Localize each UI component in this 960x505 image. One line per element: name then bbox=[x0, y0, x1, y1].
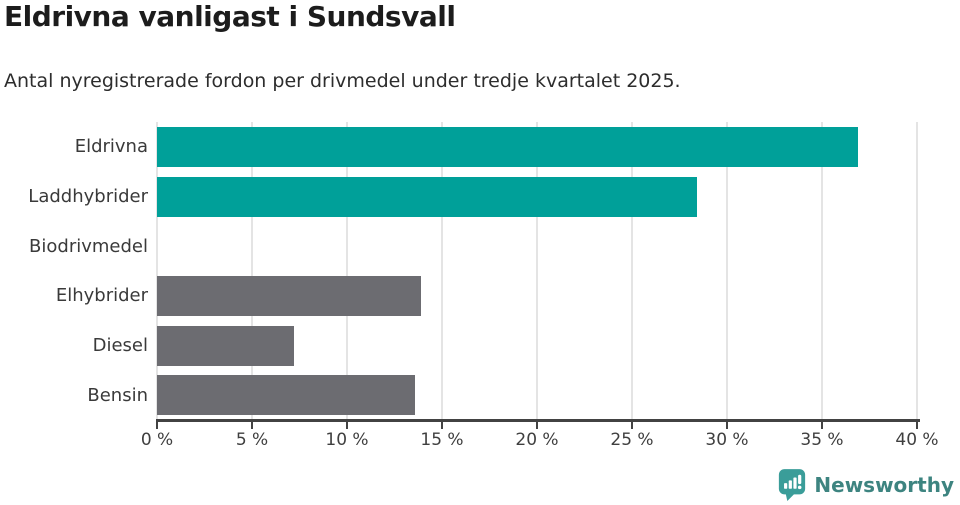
bar-rows bbox=[157, 122, 917, 420]
brand-footer: Newsworthy bbox=[777, 468, 954, 502]
x-tick-label-25: 25 % bbox=[610, 430, 654, 450]
x-tick-label-30: 30 % bbox=[705, 430, 749, 450]
bar-row-bensin bbox=[157, 370, 917, 420]
category-label-diesel: Diesel bbox=[92, 335, 148, 357]
x-tick-mark-5 bbox=[251, 422, 253, 429]
x-tick-mark-20 bbox=[536, 422, 538, 429]
newsworthy-logo-icon bbox=[777, 468, 807, 502]
gridline-5 bbox=[251, 122, 253, 420]
gridline-10 bbox=[346, 122, 348, 420]
bar-row-biodrivmedel bbox=[157, 221, 917, 271]
bar-row-diesel bbox=[157, 321, 917, 371]
x-tick-label-20: 20 % bbox=[515, 430, 559, 450]
x-tick-label-10: 10 % bbox=[325, 430, 369, 450]
x-axis-line bbox=[156, 419, 920, 422]
bar-diesel bbox=[157, 325, 294, 366]
x-tick-label-15: 15 % bbox=[420, 430, 464, 450]
gridline-15 bbox=[441, 122, 443, 420]
x-tick-label-40: 40 % bbox=[895, 430, 939, 450]
category-label-bensin: Bensin bbox=[87, 384, 148, 406]
bar-row-eldrivna bbox=[157, 122, 917, 172]
x-tick-mark-15 bbox=[441, 422, 443, 429]
x-tick-mark-0 bbox=[156, 422, 158, 429]
bar-row-laddhybrider bbox=[157, 172, 917, 222]
gridline-0 bbox=[156, 122, 158, 420]
bar-laddhybrider bbox=[157, 176, 697, 217]
gridline-30 bbox=[726, 122, 728, 420]
gridline-35 bbox=[821, 122, 823, 420]
x-axis-ticks: 0 % 5 % 10 % 15 % 20 % 25 % 30 % 35 % 40 % bbox=[141, 422, 939, 462]
bar-elhybrider bbox=[157, 275, 422, 316]
bar-bensin bbox=[157, 375, 416, 416]
x-tick-mark-30 bbox=[726, 422, 728, 429]
category-label-laddhybrider: Laddhybrider bbox=[28, 186, 148, 207]
x-tick-label-0: 0 % bbox=[140, 430, 174, 450]
gridline-20 bbox=[536, 122, 538, 420]
x-tick-mark-25 bbox=[631, 422, 633, 429]
gridline-25 bbox=[631, 122, 633, 420]
x-tick-label-35: 35 % bbox=[800, 430, 844, 450]
gridline-40 bbox=[916, 122, 918, 420]
brand-name: Newsworthy bbox=[814, 473, 954, 497]
x-tick-label-5: 5 % bbox=[235, 430, 269, 450]
x-tick-mark-10 bbox=[346, 422, 348, 429]
chart-subtitle: Antal nyregistrerade fordon per drivmede… bbox=[4, 70, 681, 92]
x-tick-mark-40 bbox=[916, 422, 918, 429]
bar-row-elhybrider bbox=[157, 271, 917, 321]
bar-eldrivna bbox=[157, 126, 859, 167]
x-tick-mark-35 bbox=[821, 422, 823, 429]
category-axis: Eldrivna Laddhybrider Biodrivmedel Elhybrid… bbox=[0, 122, 148, 420]
category-label-elhybrider: Elhybrider bbox=[55, 285, 148, 307]
bar-chart bbox=[0, 122, 960, 420]
page-title: Eldrivna vanligast i Sundsvall bbox=[4, 0, 456, 33]
category-label-eldrivna: Eldrivna bbox=[74, 136, 148, 158]
category-label-biodrivmedel: Biodrivmedel bbox=[29, 235, 148, 257]
plot-area bbox=[156, 122, 918, 420]
